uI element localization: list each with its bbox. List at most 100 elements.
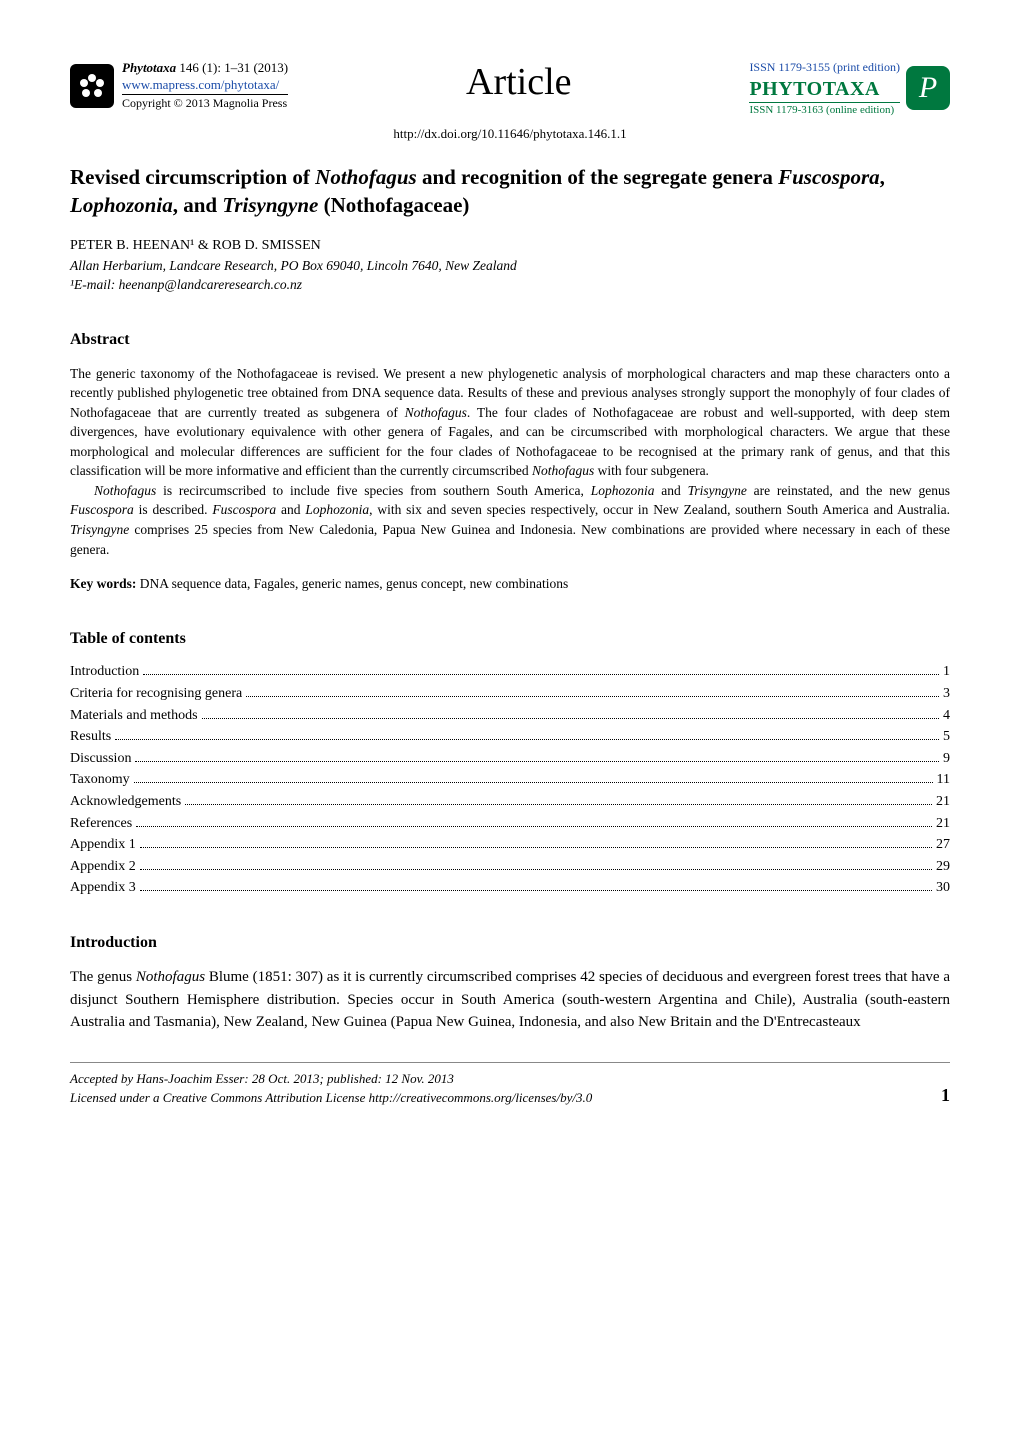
abstract-genus: Trisyngyne [70, 522, 129, 537]
article-title: Revised circumscription of Nothofagus an… [70, 163, 950, 220]
toc-leader-dots [134, 781, 933, 783]
abstract-paragraph: Nothofagus is recircumscribed to include… [70, 481, 950, 559]
toc-page: 5 [943, 727, 950, 747]
title-genus: Fuscospora [778, 165, 880, 189]
toc-leader-dots [140, 889, 932, 891]
abstract-text: is recircumscribed to include five speci… [156, 483, 590, 498]
toc-row: Discussion 9 [70, 749, 950, 769]
toc-label: Appendix 2 [70, 857, 136, 877]
toc-page: 21 [936, 814, 950, 834]
toc-label: Appendix 1 [70, 835, 136, 855]
toc-page: 4 [943, 706, 950, 726]
toc-row: Appendix 1 27 [70, 835, 950, 855]
header-left: Phytotaxa 146 (1): 1–31 (2013) www.mapre… [70, 60, 288, 111]
accepted-line: Accepted by Hans-Joachim Esser: 28 Oct. … [70, 1069, 592, 1089]
toc-leader-dots [202, 717, 939, 719]
article-type-label: Article [466, 56, 572, 109]
affiliation-line: Allan Herbarium, Landcare Research, PO B… [70, 257, 950, 276]
toc-heading: Table of contents [70, 628, 950, 650]
keywords-label: Key words: [70, 576, 136, 591]
toc-page: 1 [943, 662, 950, 682]
toc-leader-dots [136, 825, 932, 827]
toc-page: 27 [936, 835, 950, 855]
introduction-body: The genus Nothofagus Blume (1851: 307) a… [70, 966, 950, 1034]
toc-leader-dots [246, 695, 939, 697]
abstract-genus: Nothofagus [405, 405, 467, 420]
toc-leader-dots [143, 673, 939, 675]
abstract-body: The generic taxonomy of the Nothofagacea… [70, 364, 950, 560]
logo-letter: P [919, 67, 937, 109]
issn-box: ISSN 1179-3155 (print edition) PHYTOTAXA… [749, 60, 900, 117]
copyright-text: Copyright © 2013 Magnolia Press [122, 94, 288, 112]
journal-logo-icon: P [906, 66, 950, 110]
title-genus: Nothofagus [315, 165, 417, 189]
header-right: ISSN 1179-3155 (print edition) PHYTOTAXA… [749, 60, 950, 117]
toc-leader-dots [115, 738, 939, 740]
toc-row: Taxonomy 11 [70, 770, 950, 790]
title-genus: Trisyngyne [222, 193, 318, 217]
abstract-genus: Fuscospora [212, 502, 276, 517]
journal-info: Phytotaxa 146 (1): 1–31 (2013) www.mapre… [122, 60, 288, 111]
toc-page: 11 [937, 770, 950, 790]
publisher-logo-icon [70, 64, 114, 108]
footer-left: Accepted by Hans-Joachim Esser: 28 Oct. … [70, 1069, 592, 1108]
toc-row: Materials and methods 4 [70, 706, 950, 726]
abstract-heading: Abstract [70, 329, 950, 351]
toc-page: 9 [943, 749, 950, 769]
journal-header: Phytotaxa 146 (1): 1–31 (2013) www.mapre… [70, 60, 950, 117]
journal-url-link[interactable]: www.mapress.com/phytotaxa/ [122, 77, 279, 92]
toc-leader-dots [185, 803, 932, 805]
introduction-paragraph: The genus Nothofagus Blume (1851: 307) a… [70, 966, 950, 1034]
toc-page: 30 [936, 878, 950, 898]
toc-label: Criteria for recognising genera [70, 684, 242, 704]
abstract-text: with four subgenera. [594, 463, 709, 478]
abstract-text: and [276, 502, 305, 517]
title-genus: Lophozonia [70, 193, 173, 217]
toc-page: 21 [936, 792, 950, 812]
issn-online: ISSN 1179-3163 (online edition) [749, 102, 900, 117]
toc-label: Taxonomy [70, 770, 130, 790]
keywords-line: Key words: DNA sequence data, Fagales, g… [70, 575, 950, 594]
title-text: (Nothofagaceae) [318, 193, 469, 217]
keywords-text: DNA sequence data, Fagales, generic name… [136, 576, 568, 591]
intro-genus: Nothofagus [136, 969, 205, 985]
abstract-paragraph: The generic taxonomy of the Nothofagacea… [70, 364, 950, 481]
title-text: , [880, 165, 885, 189]
doi-line: http://dx.doi.org/10.11646/phytotaxa.146… [70, 125, 950, 143]
abstract-genus: Nothofagus [532, 463, 594, 478]
title-text: Revised circumscription of [70, 165, 315, 189]
toc-label: Acknowledgements [70, 792, 181, 812]
affiliation-email: ¹E-mail: heenanp@landcareresearch.co.nz [70, 276, 950, 295]
abstract-text: is described. [134, 502, 213, 517]
toc-row: Acknowledgements 21 [70, 792, 950, 812]
toc-row: Introduction 1 [70, 662, 950, 682]
toc-row: Appendix 3 30 [70, 878, 950, 898]
page-footer: Accepted by Hans-Joachim Esser: 28 Oct. … [70, 1062, 950, 1108]
authors: PETER B. HEENAN¹ & ROB D. SMISSEN [70, 236, 950, 256]
toc-leader-dots [140, 868, 932, 870]
toc-page: 29 [936, 857, 950, 877]
title-text: , and [173, 193, 223, 217]
table-of-contents: Introduction 1 Criteria for recognising … [70, 662, 950, 898]
abstract-genus: Lophozonia [591, 483, 655, 498]
abstract-text: , with six and seven species respectivel… [369, 502, 950, 517]
abstract-genus: Nothofagus [94, 483, 156, 498]
introduction-heading: Introduction [70, 932, 950, 954]
toc-label: Appendix 3 [70, 878, 136, 898]
toc-label: Discussion [70, 749, 131, 769]
doi-link[interactable]: http://dx.doi.org/10.11646/phytotaxa.146… [393, 126, 626, 141]
toc-label: References [70, 814, 132, 834]
toc-leader-dots [135, 760, 939, 762]
license-line: Licensed under a Creative Commons Attrib… [70, 1088, 592, 1108]
journal-name-large: PHYTOTAXA [749, 76, 900, 102]
toc-label: Introduction [70, 662, 139, 682]
toc-row: Results 5 [70, 727, 950, 747]
abstract-text: and [654, 483, 687, 498]
toc-page: 3 [943, 684, 950, 704]
intro-text: The genus [70, 969, 136, 985]
toc-row: References 21 [70, 814, 950, 834]
abstract-text: are reinstated, and the new genus [747, 483, 950, 498]
abstract-genus: Trisyngyne [688, 483, 747, 498]
issn-print: ISSN 1179-3155 (print edition) [749, 60, 900, 76]
abstract-genus: Fuscospora [70, 502, 134, 517]
